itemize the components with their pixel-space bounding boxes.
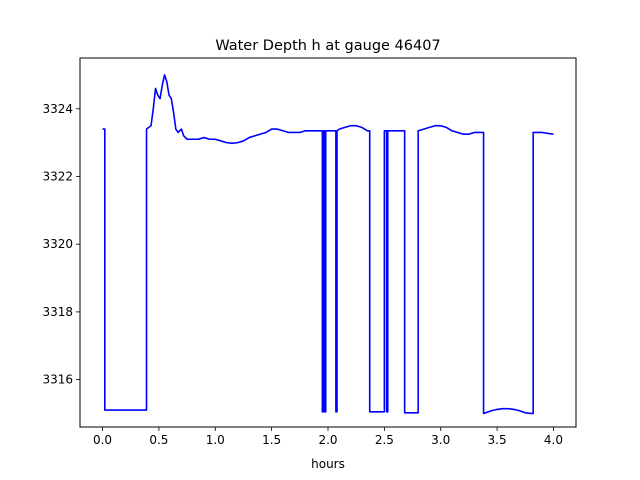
x-tick-label: 3.0	[431, 433, 450, 447]
x-axis-label: hours	[311, 457, 345, 471]
x-tick-label: 1.5	[262, 433, 281, 447]
x-tick-label: 4.0	[544, 433, 563, 447]
series-line-0	[102, 74, 554, 415]
x-tick-label: 2.0	[318, 433, 337, 447]
chart-title: Water Depth h at gauge 46407	[215, 38, 440, 54]
y-tick-label: 3324	[42, 102, 73, 116]
x-tick-label: 2.5	[375, 433, 394, 447]
x-tick-label: 0.5	[149, 433, 168, 447]
y-tick-label: 3318	[42, 305, 73, 319]
series-layer	[102, 74, 554, 415]
x-tick-label: 1.0	[206, 433, 225, 447]
x-axis: 0.0 0.5 1.0 1.5 2.0 2.5 3.0 3.5 4.0	[93, 427, 563, 447]
y-tick-label: 3322	[42, 169, 73, 183]
y-axis: 3316 3318 3320 3322 3324	[42, 102, 80, 387]
x-tick-label: 3.5	[488, 433, 507, 447]
y-tick-label: 3320	[42, 237, 73, 251]
x-tick-label: 0.0	[93, 433, 112, 447]
y-tick-label: 3316	[42, 373, 73, 387]
